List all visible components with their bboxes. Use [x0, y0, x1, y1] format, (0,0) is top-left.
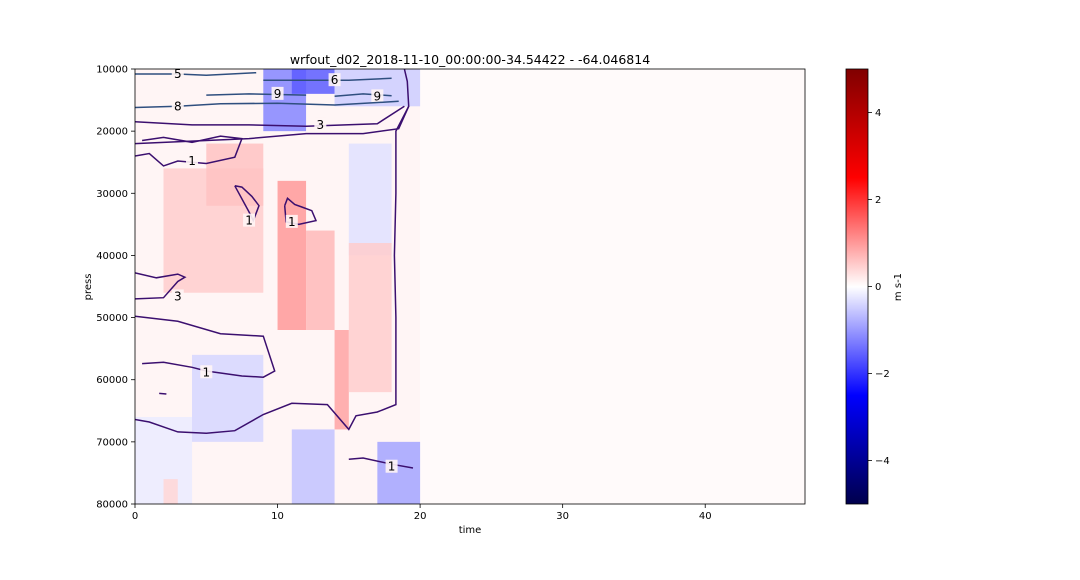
- x-tick-label: 30: [556, 511, 569, 522]
- x-tick-label: 20: [414, 511, 427, 522]
- plot-frame: [134, 68, 806, 505]
- contour-line: [135, 71, 257, 76]
- contour-label-bg: [243, 213, 256, 227]
- colorbar-tick-label: −4: [875, 456, 890, 467]
- y-tick-label: 60000: [96, 375, 128, 386]
- contour-label: 1: [288, 215, 296, 229]
- contour-line: [135, 135, 243, 167]
- y-tick-label: 50000: [96, 313, 128, 324]
- contour-label: 5: [174, 67, 182, 81]
- contour-label: 6: [331, 73, 339, 87]
- y-tick-label: 80000: [96, 500, 128, 511]
- contour-line: [135, 105, 405, 127]
- colorbar-gradient: [845, 68, 869, 505]
- contour-label-bg: [328, 73, 341, 87]
- contour-label: 3: [174, 289, 182, 303]
- contour-label: 8: [174, 99, 182, 113]
- heatmap-cell: [277, 180, 307, 330]
- contour-label-bg: [186, 153, 199, 167]
- y-tick-label: 20000: [96, 127, 128, 138]
- contour-line: [159, 392, 167, 395]
- contour-label-bg: [171, 289, 184, 303]
- contour-label-bg: [271, 86, 284, 100]
- heatmap-cell: [348, 143, 392, 256]
- contour-line: [206, 93, 307, 96]
- plot-area: 5 6 9 9 8 3 1 1 1 3 1 1: [134, 67, 806, 505]
- colorbar-label: m s-1: [893, 273, 904, 301]
- heatmap-cell: [206, 143, 264, 206]
- contour-line: [135, 272, 187, 300]
- contour-label-bg: [385, 459, 398, 473]
- colorbar-tick-label: 0: [875, 282, 881, 293]
- contour-label: 9: [274, 87, 282, 101]
- colorbar-tick-label: 4: [875, 108, 881, 119]
- contour-line: [135, 105, 410, 434]
- contour-label-bg: [314, 117, 327, 131]
- heatmap-cell: [377, 441, 421, 504]
- contour-label: 1: [245, 214, 253, 228]
- heatmap-cell: [334, 330, 349, 430]
- contour-line: [135, 69, 410, 145]
- contour-label-bg: [171, 99, 184, 113]
- colorbar: −4 −2 0 2 4: [845, 68, 890, 505]
- x-tick-label: 0: [132, 511, 138, 522]
- heatmap-cell: [291, 69, 335, 94]
- contour-line: [348, 457, 414, 469]
- contour-label: 3: [316, 118, 324, 132]
- contour-label-bg: [285, 214, 298, 228]
- x-tick-label: 40: [699, 511, 712, 522]
- y-tick-label: 70000: [96, 437, 128, 448]
- contour-label: 1: [388, 460, 396, 474]
- colorbar-tick-label: −2: [875, 369, 890, 380]
- heatmap-cell: [163, 479, 178, 504]
- contour-label: 1: [188, 154, 196, 168]
- heatmap-cell: [291, 429, 335, 504]
- contour-lines: 5 6 9 9 8 3 1 1 1 3 1 1: [135, 67, 414, 474]
- contour-label-bg: [171, 69, 184, 80]
- contour-label-bg: [200, 365, 213, 379]
- contour-label-bg: [371, 89, 384, 103]
- y-tick-label: 30000: [96, 189, 128, 200]
- x-tick-label: 10: [271, 511, 284, 522]
- x-axis-label: time: [459, 525, 482, 536]
- heatmap-cell: [306, 230, 335, 330]
- chart-title: wrfout_d02_2018-11-10_00:00:00-34.54422 …: [290, 52, 650, 67]
- contour-line: [135, 315, 276, 378]
- contour-line: [135, 100, 399, 109]
- y-axis-label: press: [83, 274, 94, 301]
- y-tick-label: 10000: [96, 65, 128, 76]
- contour-line: [234, 185, 260, 223]
- y-tick-label: 40000: [96, 251, 128, 262]
- contour-label: 1: [202, 365, 210, 379]
- contour-label: 9: [374, 89, 382, 103]
- heatmap-cell: [348, 243, 392, 393]
- contour-line: [263, 77, 392, 81]
- colorbar-tick-label: 2: [875, 195, 881, 206]
